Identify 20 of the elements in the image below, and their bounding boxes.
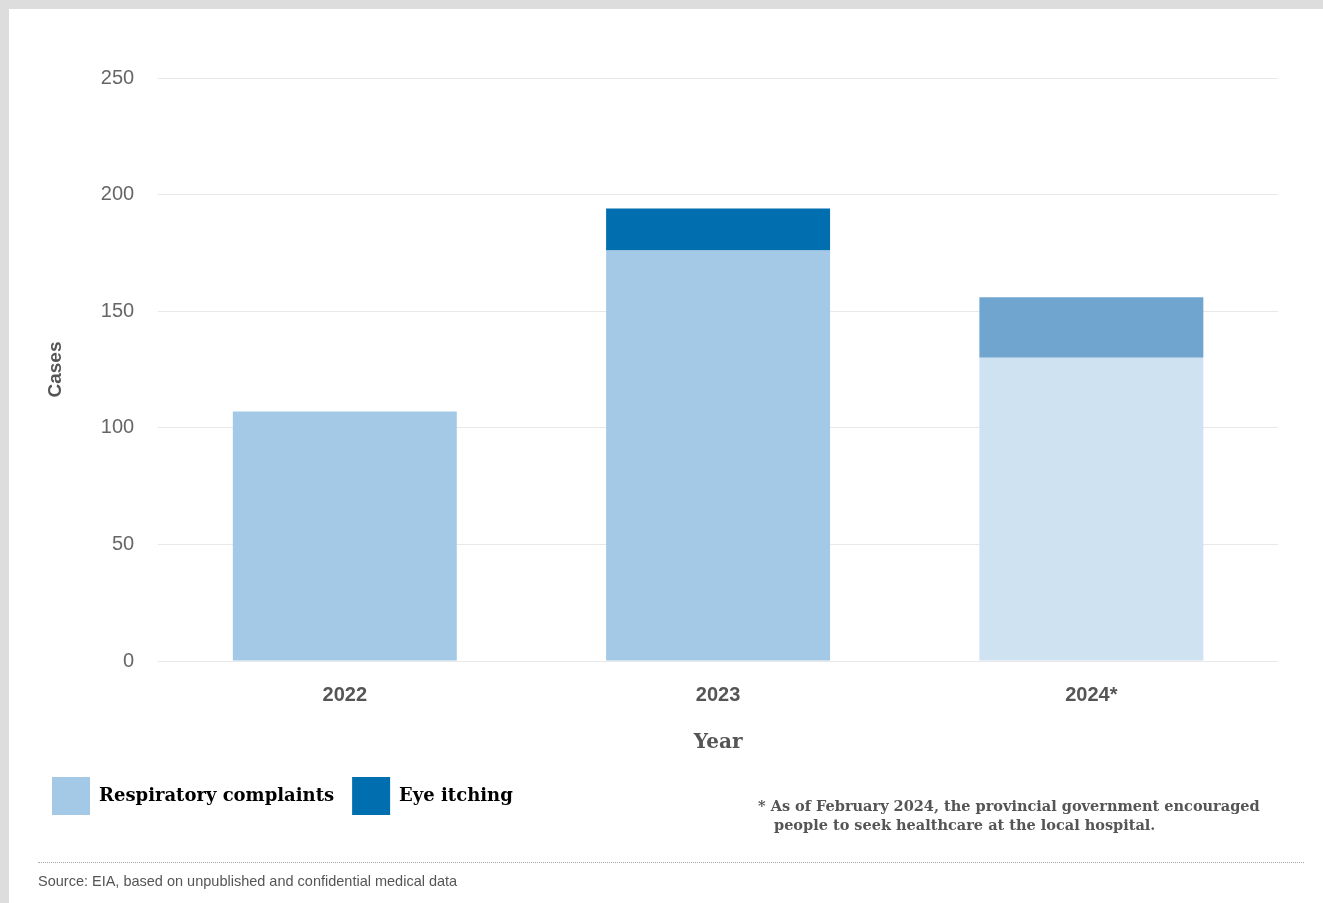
bar [979, 297, 1204, 358]
bar [606, 250, 831, 661]
y-tick-label: 50 [111, 531, 135, 554]
x-tick-label: 2022 [322, 682, 368, 705]
bar [606, 208, 831, 251]
x-tick-label: 2024* [1065, 682, 1118, 705]
text: * As of February 2024, the provincial government encouraged people to seek healthcare at the local hospital. [758, 796, 1261, 834]
y-tick-label: 200 [100, 182, 135, 205]
x-tick-label: 2023 [695, 682, 741, 705]
legend-label: Eye itching [399, 783, 514, 805]
y-tick-label: 100 [100, 415, 135, 438]
bar [232, 411, 457, 661]
y-axis-title: Cases [43, 341, 65, 398]
x-axis-title: Year [692, 729, 743, 754]
y-tick-label: 250 [100, 65, 135, 88]
bar [979, 357, 1204, 661]
source-note: Source: EIA, based on unpublished and confidential medical data [38, 862, 1304, 889]
y-tick-label: 0 [123, 648, 135, 671]
y-tick-label: 150 [100, 298, 135, 321]
legend-label: Respiratory complaints [99, 783, 335, 805]
